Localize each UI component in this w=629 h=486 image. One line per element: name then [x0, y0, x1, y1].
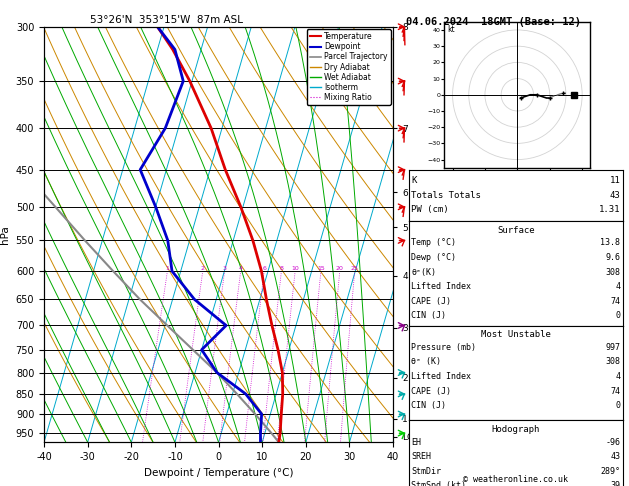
- Text: PW (cm): PW (cm): [411, 205, 449, 214]
- Text: kt: kt: [448, 25, 455, 34]
- Text: Surface: Surface: [497, 226, 535, 235]
- Text: 308: 308: [605, 357, 620, 366]
- Text: 43: 43: [610, 191, 620, 200]
- Text: K: K: [411, 176, 417, 185]
- Text: EH: EH: [411, 437, 421, 447]
- Text: 4: 4: [238, 266, 243, 271]
- Text: 9.6: 9.6: [605, 253, 620, 262]
- Text: Temp (°C): Temp (°C): [411, 238, 457, 247]
- Text: 1.31: 1.31: [599, 205, 620, 214]
- Text: 2: 2: [201, 266, 205, 271]
- Text: 43: 43: [610, 452, 620, 461]
- Text: 04.06.2024  18GMT (Base: 12): 04.06.2024 18GMT (Base: 12): [406, 17, 581, 27]
- Text: 10: 10: [291, 266, 299, 271]
- Text: θᵉ(K): θᵉ(K): [411, 267, 437, 277]
- Text: StmDir: StmDir: [411, 467, 442, 476]
- Text: 1: 1: [165, 266, 169, 271]
- Title: 53°26'N  353°15'W  87m ASL: 53°26'N 353°15'W 87m ASL: [90, 15, 243, 25]
- Text: SREH: SREH: [411, 452, 431, 461]
- Text: 308: 308: [605, 267, 620, 277]
- Text: 4: 4: [615, 372, 620, 381]
- Legend: Temperature, Dewpoint, Parcel Trajectory, Dry Adiabat, Wet Adiabat, Isotherm, Mi: Temperature, Dewpoint, Parcel Trajectory…: [307, 29, 391, 105]
- Text: Hodograph: Hodograph: [492, 425, 540, 434]
- Text: 13.8: 13.8: [600, 238, 620, 247]
- Text: 0: 0: [615, 312, 620, 320]
- Text: CAPE (J): CAPE (J): [411, 296, 452, 306]
- Text: 0: 0: [615, 401, 620, 410]
- Y-axis label: Mixing Ratio (g/kg): Mixing Ratio (g/kg): [430, 195, 438, 274]
- Text: -96: -96: [605, 437, 620, 447]
- Text: Lifted Index: Lifted Index: [411, 372, 471, 381]
- Text: 15: 15: [317, 266, 325, 271]
- Text: 74: 74: [610, 296, 620, 306]
- Text: 8: 8: [279, 266, 284, 271]
- Text: 25: 25: [351, 266, 359, 271]
- Text: 4: 4: [615, 282, 620, 291]
- Text: Dewp (°C): Dewp (°C): [411, 253, 457, 262]
- Text: θᵉ (K): θᵉ (K): [411, 357, 442, 366]
- Text: 289°: 289°: [600, 467, 620, 476]
- Text: Lifted Index: Lifted Index: [411, 282, 471, 291]
- Text: 6: 6: [262, 266, 266, 271]
- Text: CAPE (J): CAPE (J): [411, 386, 452, 396]
- Text: 74: 74: [610, 386, 620, 396]
- Text: © weatheronline.co.uk: © weatheronline.co.uk: [464, 474, 568, 484]
- Text: Most Unstable: Most Unstable: [481, 330, 551, 340]
- Text: Pressure (mb): Pressure (mb): [411, 343, 476, 352]
- Text: CIN (J): CIN (J): [411, 401, 447, 410]
- Text: CIN (J): CIN (J): [411, 312, 447, 320]
- Text: 3: 3: [223, 266, 226, 271]
- Text: 20: 20: [336, 266, 343, 271]
- Text: Totals Totals: Totals Totals: [411, 191, 481, 200]
- Text: StmSpd (kt): StmSpd (kt): [411, 481, 466, 486]
- Text: 997: 997: [605, 343, 620, 352]
- X-axis label: Dewpoint / Temperature (°C): Dewpoint / Temperature (°C): [144, 468, 293, 478]
- Y-axis label: hPa: hPa: [0, 225, 10, 244]
- Text: 39: 39: [610, 481, 620, 486]
- Text: 11: 11: [610, 176, 620, 185]
